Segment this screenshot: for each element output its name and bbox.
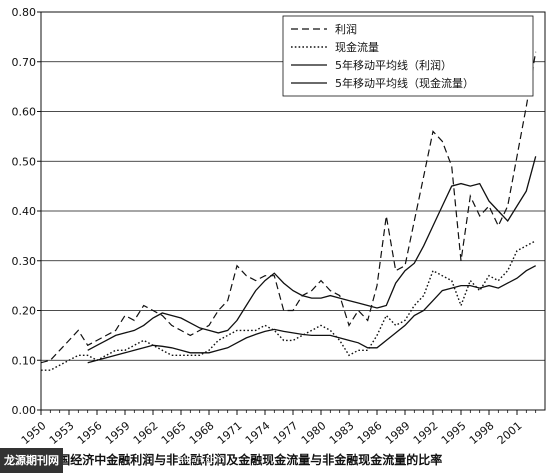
y-tick-label: 0.60: [12, 106, 37, 119]
x-tick-label: 1983: [327, 419, 357, 447]
series-line-3: [87, 156, 537, 351]
legend-label-2: 现金流量: [335, 40, 379, 54]
caption-text: 美国经济中金融利润与非金融利润及金融现金流量与非金融现金流量的比率: [46, 453, 443, 467]
x-tick-label: 2001: [495, 419, 525, 447]
x-tick-label: 1977: [271, 419, 301, 447]
y-tick-label: 0.20: [12, 305, 37, 318]
x-tick-label: 1953: [47, 419, 77, 447]
x-tick-label: 1968: [187, 419, 217, 447]
x-axis: 1950195319561959196219651968197119741977…: [19, 410, 537, 447]
x-tick-label: 1962: [131, 419, 161, 447]
y-tick-label: 0.50: [12, 155, 37, 168]
x-tick-label: 1974: [243, 419, 273, 447]
x-tick-label: 1989: [383, 419, 413, 447]
series-line-4: [87, 265, 537, 364]
watermark-url: qikan.com: [178, 455, 225, 465]
line-chart: 0.00 0.10 0.20 0.30 0.40 0.50 0.60 0.70 0.80 195…: [12, 6, 546, 447]
x-tick-label: 1965: [159, 419, 189, 447]
x-tick-label: 1971: [215, 419, 245, 447]
series-line-1: [40, 51, 537, 364]
x-tick-label: 1959: [103, 419, 133, 447]
y-tick-label: 0.10: [12, 354, 37, 367]
y-axis: 0.00 0.10 0.20 0.30 0.40 0.50 0.60 0.70 0.80: [12, 6, 41, 417]
x-tick-label: 1995: [439, 419, 469, 447]
x-tick-label: 1980: [299, 419, 329, 447]
y-tick-label: 0.80: [12, 6, 37, 19]
x-tick-label: 1950: [19, 419, 49, 447]
y-tick-label: 0.70: [12, 56, 37, 69]
legend-label-3: 5年移动平均线（利润）: [335, 58, 452, 72]
y-tick-label: 0.30: [12, 255, 37, 268]
series-line-2: [41, 240, 537, 371]
x-tick-label: 1992: [411, 419, 441, 447]
y-tick-label: 0.00: [12, 404, 37, 417]
figure-caption: 图 美国经济中金融利润与非金融利润及金融现金流量与非金融现金流量的比率: [30, 448, 550, 473]
y-tick-label: 0.40: [12, 205, 37, 218]
legend-label-4: 5年移动平均线（现金流量）: [335, 76, 474, 90]
x-tick-label: 1998: [467, 419, 497, 447]
x-tick-label: 1986: [355, 419, 385, 447]
x-tick-label: 1956: [75, 419, 105, 447]
watermark-logo: 龙源期刊网: [0, 448, 63, 473]
legend-label-1: 利润: [335, 22, 357, 36]
series-lines: [40, 51, 537, 371]
